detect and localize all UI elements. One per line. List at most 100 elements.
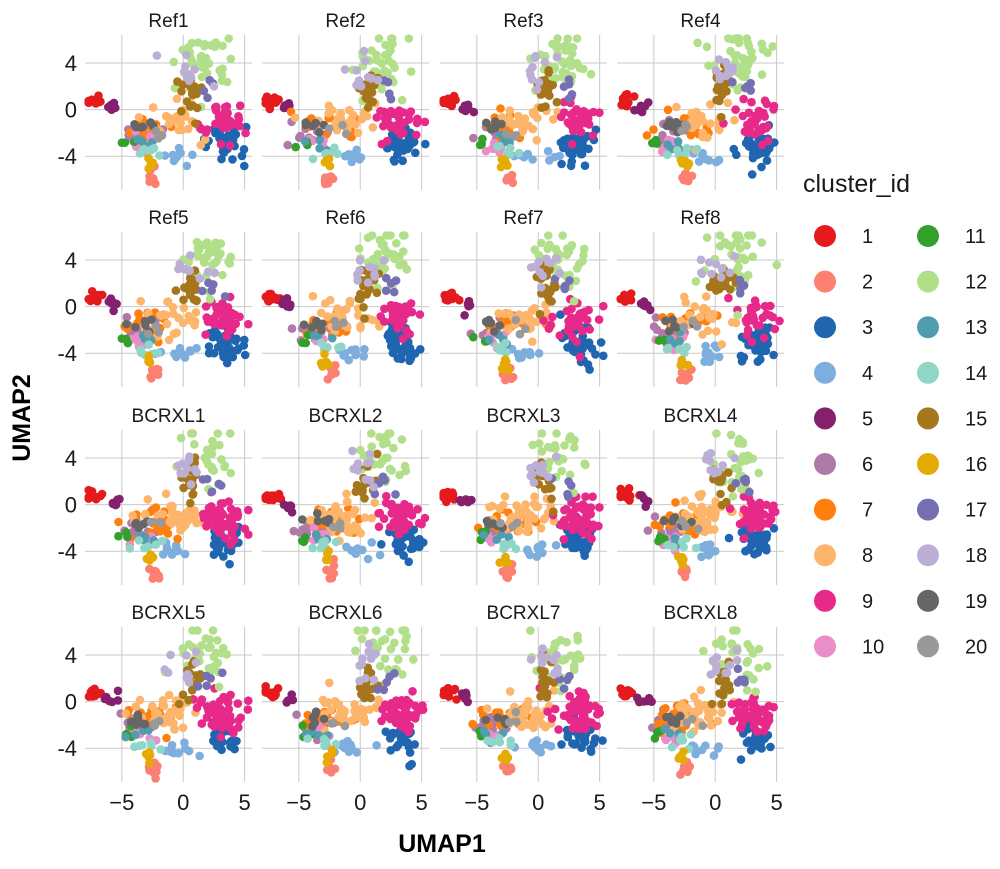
scatter-point bbox=[273, 684, 283, 693]
y-tick-label: 0 bbox=[65, 295, 77, 320]
scatter-point bbox=[188, 429, 198, 438]
scatter-point bbox=[226, 716, 236, 726]
scatter-point bbox=[135, 695, 145, 705]
scatter-point bbox=[308, 291, 318, 301]
scatter-point bbox=[399, 551, 409, 560]
scatter-point bbox=[93, 94, 102, 103]
scatter-point bbox=[679, 567, 689, 577]
scatter-point bbox=[164, 690, 174, 700]
scatter-point bbox=[177, 107, 186, 116]
scatter-point bbox=[151, 774, 160, 783]
scatter-point bbox=[309, 523, 319, 533]
scatter-point bbox=[221, 305, 230, 315]
scatter-point bbox=[728, 492, 738, 501]
scatter-point bbox=[416, 539, 426, 548]
scatter-point bbox=[223, 131, 233, 140]
scatter-point bbox=[693, 524, 703, 534]
scatter-point bbox=[325, 678, 334, 688]
scatter-point bbox=[383, 114, 392, 124]
scatter-point bbox=[185, 346, 195, 355]
scatter-point bbox=[699, 646, 708, 656]
facet-title: BCRXL6 bbox=[309, 603, 383, 624]
scatter-point bbox=[316, 543, 326, 553]
scatter-point bbox=[324, 109, 333, 118]
x-tick-label: 0 bbox=[177, 790, 189, 815]
scatter-point bbox=[726, 430, 736, 440]
scatter-point bbox=[482, 704, 492, 713]
scatter-point bbox=[368, 123, 378, 132]
scatter-point bbox=[368, 315, 378, 325]
scatter-point bbox=[377, 139, 387, 149]
scatter-point bbox=[327, 768, 336, 777]
scatter-point bbox=[742, 686, 752, 695]
scatter-point bbox=[754, 339, 764, 348]
scatter-point bbox=[756, 738, 766, 748]
scatter-point bbox=[382, 491, 391, 501]
scatter-point bbox=[746, 746, 756, 755]
scatter-point bbox=[525, 350, 535, 360]
scatter-point bbox=[547, 297, 556, 306]
scatter-point bbox=[308, 121, 317, 131]
scatter-point bbox=[501, 338, 510, 348]
scatter-point bbox=[204, 513, 213, 523]
scatter-point bbox=[760, 301, 770, 311]
scatter-point bbox=[599, 301, 608, 311]
scatter-point bbox=[742, 738, 752, 747]
scatter-point bbox=[707, 699, 717, 709]
scatter-point bbox=[141, 749, 151, 759]
scatter-point bbox=[533, 502, 542, 512]
facet-title: BCRXL2 bbox=[309, 406, 383, 427]
scatter-point bbox=[158, 550, 168, 559]
scatter-point bbox=[200, 453, 210, 462]
scatter-point bbox=[554, 725, 563, 734]
scatter-point bbox=[748, 316, 758, 325]
scatter-point bbox=[355, 683, 365, 692]
scatter-point bbox=[288, 695, 298, 705]
scatter-point bbox=[193, 682, 203, 691]
facet-panel: BCRXL7−5 0 5 bbox=[439, 603, 607, 815]
scatter-point bbox=[721, 668, 730, 678]
scatter-point bbox=[713, 716, 723, 726]
scatter-point bbox=[114, 517, 123, 527]
scatter-point bbox=[216, 336, 225, 345]
scatter-point bbox=[370, 270, 379, 280]
scatter-point bbox=[397, 95, 407, 105]
scatter-point bbox=[396, 722, 406, 731]
scatter-point bbox=[682, 534, 691, 543]
scatter-point bbox=[244, 319, 253, 329]
y-tick-label: -4 bbox=[57, 341, 77, 366]
scatter-point bbox=[174, 748, 183, 758]
scatter-point bbox=[301, 338, 311, 348]
scatter-point bbox=[707, 352, 717, 361]
legend-item: 2 bbox=[814, 270, 873, 294]
scatter-point bbox=[717, 112, 726, 122]
scatter-point bbox=[747, 47, 756, 56]
scatter-point bbox=[395, 712, 405, 721]
legend-swatch bbox=[917, 635, 939, 658]
scatter-point bbox=[576, 149, 586, 159]
scatter-point bbox=[186, 251, 195, 260]
y-tick-label: 0 bbox=[65, 690, 77, 715]
scatter-point bbox=[213, 658, 223, 668]
scatter-point bbox=[538, 678, 547, 688]
scatter-point bbox=[572, 105, 581, 114]
scatter-point bbox=[358, 654, 367, 663]
scatter-point bbox=[184, 456, 194, 465]
scatter-point bbox=[505, 687, 515, 696]
scatter-point bbox=[244, 505, 253, 515]
scatter-point bbox=[326, 172, 336, 181]
scatter-point bbox=[163, 297, 173, 306]
scatter-point bbox=[212, 543, 221, 552]
scatter-point bbox=[643, 526, 653, 535]
facet-title: Ref2 bbox=[325, 11, 365, 32]
scatter-point bbox=[754, 644, 764, 654]
scatter-point bbox=[229, 335, 238, 344]
scatter-point bbox=[356, 529, 366, 538]
y-tick-label: 0 bbox=[65, 493, 77, 518]
scatter-point bbox=[682, 143, 692, 153]
scatter-point bbox=[762, 99, 772, 109]
scatter-point bbox=[700, 357, 709, 367]
scatter-point bbox=[268, 98, 277, 108]
scatter-point bbox=[725, 268, 735, 278]
scatter-point bbox=[712, 429, 721, 438]
